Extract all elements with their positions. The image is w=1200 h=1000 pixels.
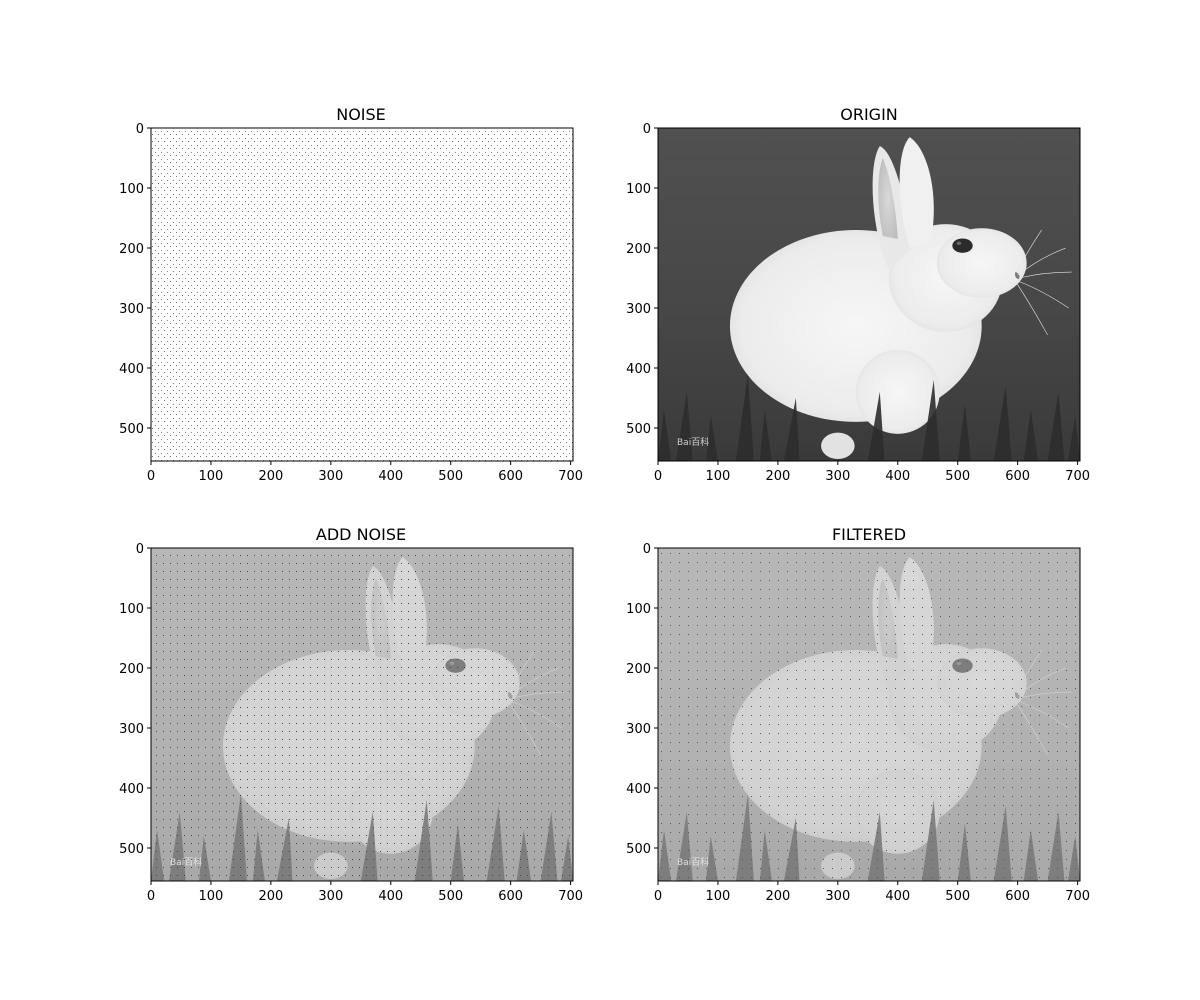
y-tick-label: 300 <box>119 302 144 317</box>
axes-frame <box>657 547 1081 882</box>
watermark: Bai百科 <box>677 856 709 868</box>
x-tick-label: 100 <box>706 889 731 904</box>
panel-title: NOISE <box>336 105 386 124</box>
x-tick-label: 600 <box>498 469 523 484</box>
y-tick-label: 300 <box>119 722 144 737</box>
x-tick-label: 200 <box>258 889 283 904</box>
panel-add-noise: ADD NOISE Bai百科 0 100 200 300 400 500 600 700 0… <box>119 525 583 904</box>
x-tick-label: 700 <box>1065 889 1090 904</box>
x-tick-label: 200 <box>258 469 283 484</box>
x-tick-label: 300 <box>825 889 850 904</box>
watermark: Bai百科 <box>170 856 202 868</box>
x-tick-label: 300 <box>318 889 343 904</box>
panel-title: FILTERED <box>832 525 906 544</box>
y-tick-label: 0 <box>643 542 651 557</box>
x-axis: 0 100 200 300 400 500 600 700 <box>147 881 583 904</box>
x-tick-label: 400 <box>885 889 910 904</box>
x-tick-label: 0 <box>147 469 155 484</box>
y-tick-label: 200 <box>626 662 651 677</box>
noise-overlay <box>151 548 573 881</box>
x-tick-label: 200 <box>765 469 790 484</box>
panel-title: ADD NOISE <box>316 525 406 544</box>
x-tick-label: 100 <box>199 469 224 484</box>
x-tick-label: 400 <box>378 469 403 484</box>
y-axis: 0 100 200 300 400 500 <box>626 542 658 857</box>
y-axis: 0 100 200 300 400 500 <box>119 542 151 857</box>
noise-image <box>151 128 573 461</box>
y-tick-label: 400 <box>626 782 651 797</box>
y-axis: 0 100 200 300 400 500 <box>119 122 151 437</box>
y-tick-label: 500 <box>119 842 144 857</box>
x-tick-label: 300 <box>318 469 343 484</box>
x-tick-label: 600 <box>1005 469 1030 484</box>
y-tick-label: 400 <box>626 362 651 377</box>
panel-filtered: FILTERED Bai百科 0 100 200 300 400 500 600 700 0 1… <box>626 525 1090 904</box>
x-tick-label: 100 <box>706 469 731 484</box>
x-tick-label: 400 <box>885 469 910 484</box>
x-axis: 0 100 200 300 400 500 600 700 <box>654 881 1090 904</box>
x-tick-label: 700 <box>1065 469 1090 484</box>
axes-frame <box>150 547 574 882</box>
x-tick-label: 500 <box>945 469 970 484</box>
panel-noise: NOISE 0 100 200 300 400 500 600 700 0 100 200 300 4… <box>119 105 583 484</box>
y-tick-label: 100 <box>626 602 651 617</box>
x-tick-label: 0 <box>654 889 662 904</box>
x-tick-label: 100 <box>199 889 224 904</box>
x-tick-label: 300 <box>825 469 850 484</box>
x-tick-label: 500 <box>438 469 463 484</box>
y-tick-label: 500 <box>626 842 651 857</box>
axes-frame <box>150 127 574 462</box>
y-tick-label: 500 <box>626 422 651 437</box>
x-tick-label: 0 <box>147 889 155 904</box>
x-axis: 0 100 200 300 400 500 600 700 <box>654 461 1090 484</box>
y-tick-label: 0 <box>643 122 651 137</box>
x-tick-label: 200 <box>765 889 790 904</box>
y-tick-label: 100 <box>119 602 144 617</box>
x-tick-label: 500 <box>945 889 970 904</box>
y-tick-label: 400 <box>119 782 144 797</box>
y-tick-label: 400 <box>119 362 144 377</box>
watermark: Bai百科 <box>677 436 709 448</box>
y-tick-label: 300 <box>626 722 651 737</box>
x-tick-label: 400 <box>378 889 403 904</box>
x-tick-label: 500 <box>438 889 463 904</box>
x-tick-label: 700 <box>558 889 583 904</box>
x-tick-label: 600 <box>498 889 523 904</box>
x-axis: 0 100 200 300 400 500 600 700 <box>147 461 583 484</box>
x-tick-label: 600 <box>1005 889 1030 904</box>
y-tick-label: 100 <box>119 182 144 197</box>
y-axis: 0 100 200 300 400 500 <box>626 122 658 437</box>
x-tick-label: 700 <box>558 469 583 484</box>
panel-origin: ORIGIN Bai百科 0 100 200 300 400 500 600 700 0 100… <box>626 105 1090 484</box>
y-tick-label: 200 <box>119 662 144 677</box>
y-tick-label: 100 <box>626 182 651 197</box>
y-tick-label: 200 <box>626 242 651 257</box>
y-tick-label: 500 <box>119 422 144 437</box>
x-tick-label: 0 <box>654 469 662 484</box>
panel-title: ORIGIN <box>840 105 898 124</box>
y-tick-label: 300 <box>626 302 651 317</box>
y-tick-label: 0 <box>136 542 144 557</box>
y-tick-label: 0 <box>136 122 144 137</box>
noise-overlay <box>658 548 1080 881</box>
axes-frame <box>657 127 1081 462</box>
y-tick-label: 200 <box>119 242 144 257</box>
